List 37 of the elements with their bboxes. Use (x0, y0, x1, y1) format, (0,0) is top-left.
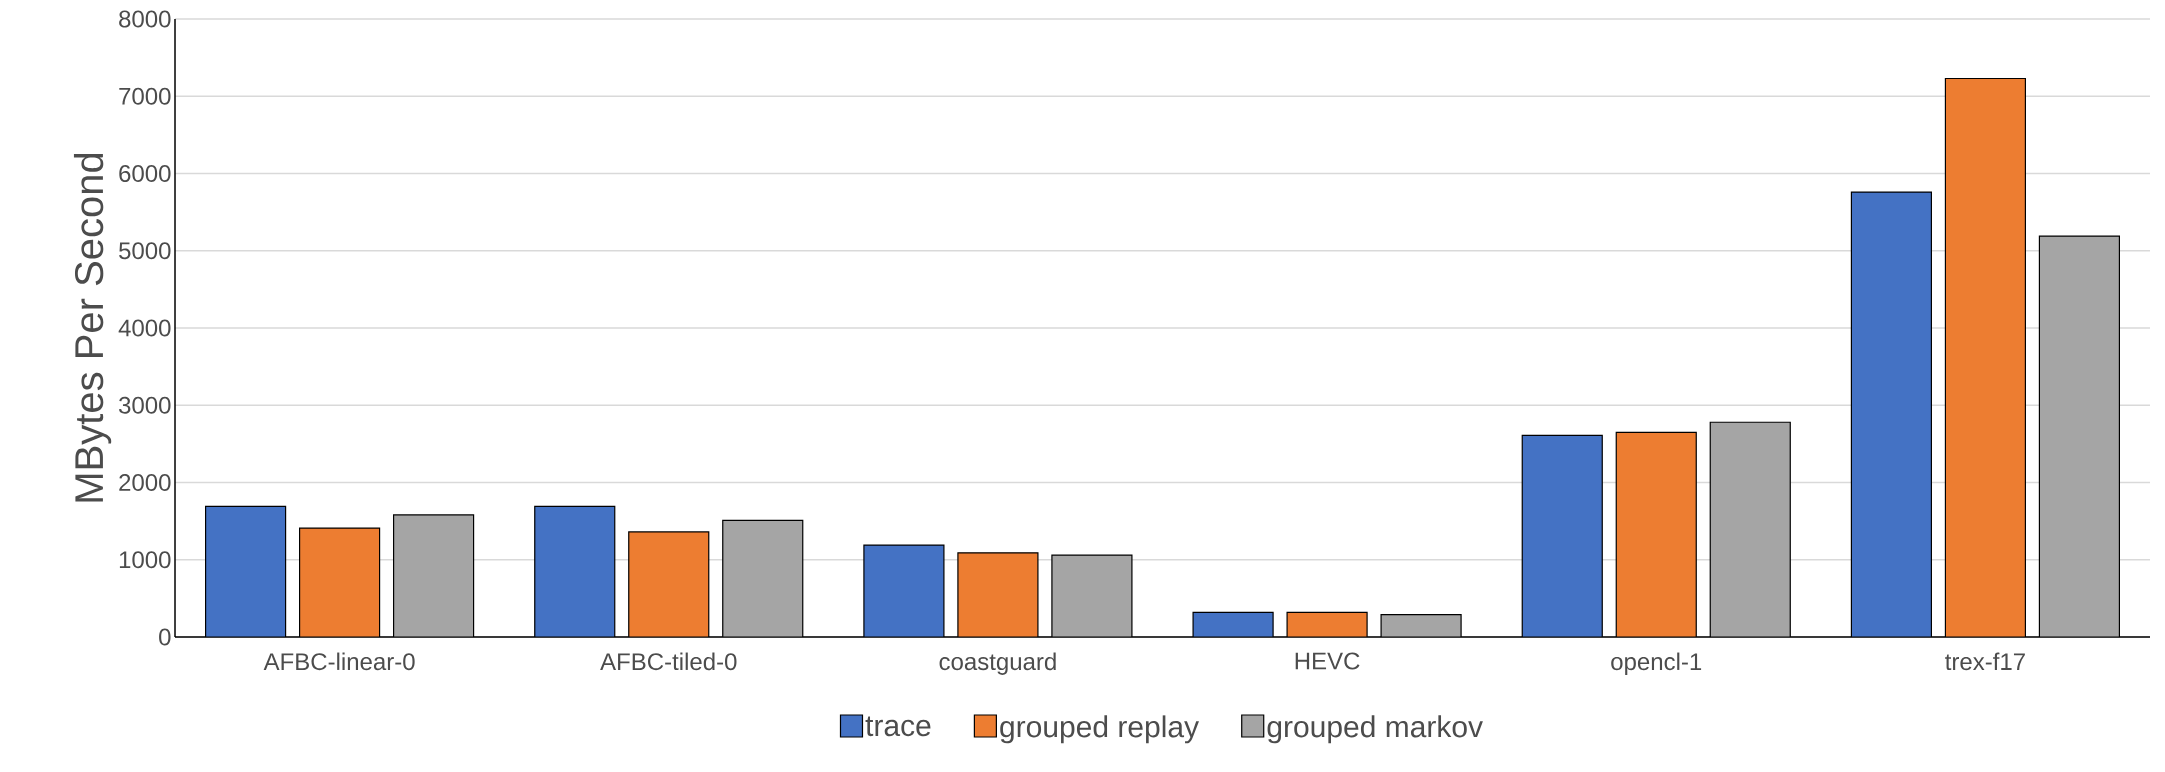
y-tick-label: 8000 (119, 10, 171, 28)
x-tick-label: trex-f17 (1945, 652, 2025, 671)
x-tick-label: HEVC (1295, 652, 1360, 670)
x-tick-label: AFBC-linear-0 (263, 652, 415, 671)
legend-label: grouped replay (1000, 715, 1199, 744)
x-tick-label: opencl-1 (1611, 652, 1702, 675)
y-tick-label: 1000 (119, 551, 171, 569)
bar (534, 505, 616, 637)
bar (863, 544, 945, 637)
bar (1380, 614, 1462, 637)
x-tick-label: coastguard (939, 652, 1056, 675)
bar (1944, 77, 2027, 637)
bar (1850, 191, 1933, 637)
bar (1192, 611, 1274, 637)
y-tick-label: 5000 (119, 242, 171, 260)
bar (2038, 235, 2121, 637)
bar (628, 531, 710, 637)
bar (298, 527, 381, 637)
y-axis-title: MBytes Per Second (73, 153, 112, 502)
y-tick-label: 7000 (119, 87, 171, 105)
bar (1709, 421, 1791, 637)
bar (1051, 554, 1133, 637)
bar (722, 519, 804, 637)
legend-label: grouped markov (1267, 715, 1483, 744)
bar (1286, 611, 1368, 637)
y-tick-label: 3000 (118, 396, 171, 414)
x-tick-label: AFBC-tiled-0 (600, 652, 737, 671)
bar (392, 514, 475, 637)
bar (957, 552, 1039, 637)
y-tick-label: 0 (159, 628, 171, 646)
y-tick-label: 6000 (119, 165, 171, 182)
y-tick-label: 2000 (119, 474, 171, 491)
y-tick-label: 4000 (118, 319, 171, 337)
legend-label: trace (865, 716, 931, 737)
bar (1615, 431, 1697, 637)
bar (204, 505, 287, 637)
bar (1521, 434, 1603, 637)
